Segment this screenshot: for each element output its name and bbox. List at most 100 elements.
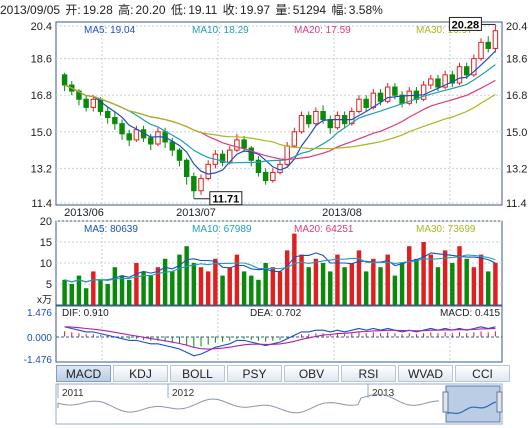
volume-bar xyxy=(349,263,355,305)
volume-bar xyxy=(292,233,297,305)
candle-body xyxy=(406,90,412,104)
volume-bar xyxy=(414,258,419,305)
volume-bar xyxy=(457,246,462,305)
tab-macd[interactable]: MACD xyxy=(56,365,111,382)
volume-bar xyxy=(435,267,441,305)
candle-body xyxy=(356,98,362,112)
volume-bar xyxy=(486,271,491,305)
vol-ma-label: MA20: 64251 xyxy=(294,224,354,235)
volume-bar xyxy=(241,271,247,305)
tab-boll[interactable]: BOLL xyxy=(170,365,225,382)
volume-bar xyxy=(407,246,412,305)
price-y-tick-right: 15.0 xyxy=(506,127,527,139)
candle-body xyxy=(148,137,154,145)
candle-body xyxy=(284,145,290,165)
candle-body xyxy=(349,110,355,125)
candle-body xyxy=(334,115,341,129)
date-x-tick: 2013/07 xyxy=(176,207,216,219)
tab-rsi[interactable]: RSI xyxy=(341,365,396,382)
axis-labels: 20.4 20.4 18.6 18.6 16.8 16.8 15.0 15.0 13.2 13.2… xyxy=(24,16,527,366)
volume-label: 量: xyxy=(275,3,291,17)
candle-body xyxy=(298,115,305,133)
price-y-tick-right: 18.6 xyxy=(506,54,527,66)
vol-ma10-line xyxy=(64,254,496,283)
tab-obv[interactable]: OBV xyxy=(284,365,339,382)
macd-y-tick: 0.000 xyxy=(27,333,52,344)
volume-bar xyxy=(177,254,182,305)
navigator-selection xyxy=(445,385,501,423)
volume-bar xyxy=(392,275,398,305)
volume-bar xyxy=(184,246,189,305)
candle-body xyxy=(270,171,276,182)
price-ma-label: MA5: 19.04 xyxy=(84,25,136,36)
volume-bar xyxy=(98,279,103,305)
vol-ma-label: MA5: 80639 xyxy=(84,224,138,235)
price-y-tick-left: 20.4 xyxy=(31,21,52,33)
volume-bar xyxy=(112,267,118,305)
volume-bar xyxy=(213,258,218,305)
volume-bar xyxy=(363,271,369,305)
candle-body xyxy=(262,171,269,182)
navigator-handle-right xyxy=(496,391,503,413)
volume-bar xyxy=(270,267,276,305)
candle-body xyxy=(248,147,255,161)
price-ma-label: MA10: 18.29 xyxy=(192,25,249,36)
volume-bar xyxy=(371,258,376,305)
change-label: 幅: xyxy=(331,3,347,17)
tab-cci[interactable]: CCI xyxy=(455,365,510,382)
volume-bar xyxy=(421,242,426,305)
high-label: 高: xyxy=(118,3,134,17)
quote-date: 2013/09/05 xyxy=(0,3,61,17)
volume-bar xyxy=(306,267,311,305)
price-y-tick-left: 18.6 xyxy=(31,54,52,66)
candle-body xyxy=(428,78,434,86)
candle-body xyxy=(377,92,384,102)
max-price-label: 20.28 xyxy=(452,19,480,31)
volume-bar xyxy=(335,254,340,305)
tab-wvad[interactable]: WVAD xyxy=(398,365,453,382)
min-label-box xyxy=(209,191,243,206)
candle-body xyxy=(104,110,111,119)
volume-bar xyxy=(277,271,283,305)
volume-bar xyxy=(220,275,225,305)
volume-bar xyxy=(450,263,455,305)
tab-psy[interactable]: PSY xyxy=(227,365,282,382)
price-ma-label: MA20: 17.59 xyxy=(294,25,351,36)
range-navigator[interactable]: 2011 2012 2013 xyxy=(55,383,503,425)
volume-bar xyxy=(91,271,96,305)
macd-value-label: MACD: 0.415 xyxy=(440,308,500,319)
candle-body xyxy=(320,110,326,121)
price-ma-label: MA30: 16.97 xyxy=(416,25,473,36)
volume-bars xyxy=(62,233,498,305)
candle-body xyxy=(463,66,470,76)
vol-y-tick: 10 xyxy=(40,258,52,270)
candle-body xyxy=(384,86,391,102)
close-label: 收: xyxy=(222,3,239,17)
ma30-line xyxy=(64,84,496,150)
volume-bar xyxy=(428,254,434,305)
candle-body xyxy=(313,110,319,125)
price-y-tick-right: 13.2 xyxy=(506,163,527,175)
candle-body xyxy=(241,139,247,149)
candle-body xyxy=(198,178,204,192)
navigator-year: 2013 xyxy=(372,388,395,399)
candle-body xyxy=(169,141,176,151)
date-x-tick: 2013/06 xyxy=(64,207,104,219)
volume-bar xyxy=(464,258,469,305)
vol-ma-label: MA30: 73699 xyxy=(416,224,476,235)
price-y-tick-left: 15.0 xyxy=(31,127,52,139)
volume-bar xyxy=(62,279,67,305)
price-panel-frame xyxy=(55,21,503,206)
vol-y-tick: 15 xyxy=(40,237,52,249)
volume-bar xyxy=(442,250,448,305)
volume-bar xyxy=(478,254,484,305)
volume-bar xyxy=(249,275,254,305)
tab-kdj[interactable]: KDJ xyxy=(113,365,168,382)
candle-body xyxy=(119,123,125,135)
navigator-handle-left xyxy=(442,391,449,413)
candle-body xyxy=(219,153,226,163)
high-value: 20.20 xyxy=(135,3,166,17)
candle-body xyxy=(485,41,491,49)
macd-y-tick: -1.476 xyxy=(24,355,53,366)
